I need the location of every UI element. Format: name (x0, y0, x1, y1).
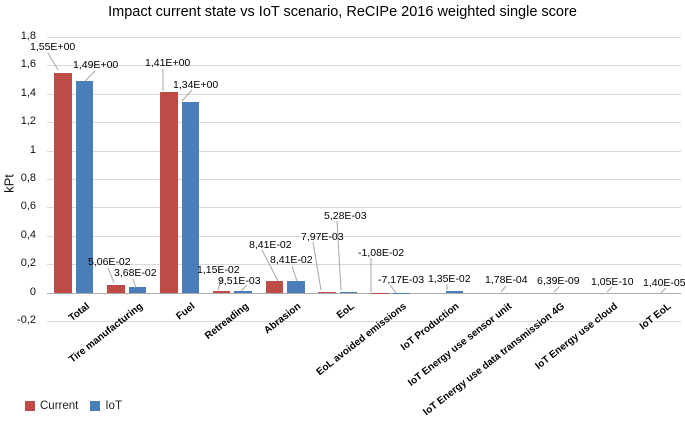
leader-line (500, 285, 507, 293)
data-label-current-eol: 7,97E-03 (301, 231, 344, 243)
data-label-iot-iot-energy-use-cloud: 1,05E-10 (591, 276, 634, 288)
gridline (47, 321, 681, 322)
data-label-current-fuel: 1,41E+00 (145, 57, 191, 69)
data-label-iot-fuel: 1,34E+00 (173, 79, 219, 91)
gridline (47, 94, 681, 95)
y-tick-label: 0 (29, 286, 36, 298)
bar-iot-eol (339, 291, 358, 293)
data-label-iot-iot-eol: 1,40E-05 (643, 277, 685, 289)
gridline (47, 122, 681, 123)
data-label-iot-eol-avoided-emissions: -7,17E-03 (378, 274, 425, 286)
category-label-iot-energy-use-sensor-unit: IoT Energy use sensor unit (406, 301, 515, 389)
data-label-iot-tire-manufacturing: 3,68E-02 (114, 267, 157, 279)
legend: Current IoT (25, 400, 122, 412)
y-tick-label: -0,2 (17, 314, 36, 326)
data-label-current-eol-avoided-emissions: -1,08E-02 (358, 247, 405, 259)
bar-iot-abrasion (287, 280, 305, 293)
bar-iot-total (75, 81, 94, 293)
y-tick-label: 0,2 (20, 257, 36, 269)
bar-iot-eol-avoided-emissions (392, 292, 411, 294)
legend-swatch-current (25, 401, 35, 411)
data-label-iot-total: 1,49E+00 (73, 59, 119, 71)
gridline (47, 65, 681, 66)
gridline (47, 37, 681, 38)
y-tick-label: 1 (29, 144, 36, 156)
data-label-current-retreading: 1,15E-02 (197, 264, 240, 276)
gridline (47, 207, 681, 208)
data-label-current-abrasion: 8,41E-02 (249, 239, 292, 251)
leader-line (553, 286, 560, 293)
leader-line (47, 52, 59, 71)
data-label-iot-eol: 5,28E-03 (324, 210, 367, 222)
y-tick-label: 1,2 (20, 115, 36, 127)
data-label-iot-iot-production: 1,35E-02 (428, 273, 471, 285)
bar-iot-fuel (181, 102, 199, 293)
bar-current-eol (318, 291, 336, 293)
chart-title: Impact current state vs IoT scenario, Re… (108, 4, 577, 20)
y-tick-label: 0,8 (20, 172, 36, 184)
legend-swatch-iot (90, 401, 101, 411)
leader-line (291, 265, 298, 282)
bar-current-eol-avoided-emissions (371, 292, 389, 295)
y-tick-label: 1,6 (20, 58, 36, 70)
legend-label-current: Current (40, 400, 79, 412)
y-tick-label: 1,4 (20, 87, 36, 99)
bar-iot-tire-manufacturing (128, 287, 147, 293)
legend-label-iot: IoT (105, 400, 122, 412)
bar-current-tire-manufacturing (107, 285, 125, 293)
bar-current-abrasion (265, 280, 284, 293)
bar-current-retreading (212, 291, 231, 293)
gridline (47, 264, 681, 265)
bar-iot-retreading (234, 291, 252, 293)
leader-line (312, 241, 322, 291)
gridline (47, 179, 681, 180)
bar-current-fuel (160, 92, 178, 293)
leader-line (84, 70, 96, 82)
category-label-abrasion: Abrasion (262, 301, 304, 337)
data-label-iot-retreading: 9,51E-03 (218, 275, 261, 287)
data-label-current-total: 1,55E+00 (30, 41, 76, 53)
bar-iot-iot-production (445, 290, 463, 293)
category-label-iot-eol: IoT EoL (637, 301, 673, 333)
leader-line (181, 89, 193, 102)
category-label-fuel: Fuel (174, 301, 198, 323)
category-label-eol: EoL (334, 301, 357, 322)
y-tick-label: 1,8 (20, 30, 36, 42)
data-label-iot-iot-energy-use-data-transmission-4g: 6,39E-09 (537, 275, 580, 287)
data-label-current-tire-manufacturing: 5,06E-02 (88, 256, 131, 268)
bar-current-total (54, 72, 72, 293)
gridline (47, 236, 681, 237)
gridline (47, 151, 681, 152)
y-tick-label: 0,4 (20, 229, 36, 241)
data-label-iot-iot-energy-use-sensor-unit: 1,78E-04 (485, 274, 528, 286)
category-label-eol-avoided-emissions: EoL avoided emissions (314, 301, 409, 378)
x-axis-line (47, 293, 681, 294)
data-label-iot-abrasion: 8,41E-02 (270, 254, 313, 266)
y-tick-label: 0,6 (20, 200, 36, 212)
